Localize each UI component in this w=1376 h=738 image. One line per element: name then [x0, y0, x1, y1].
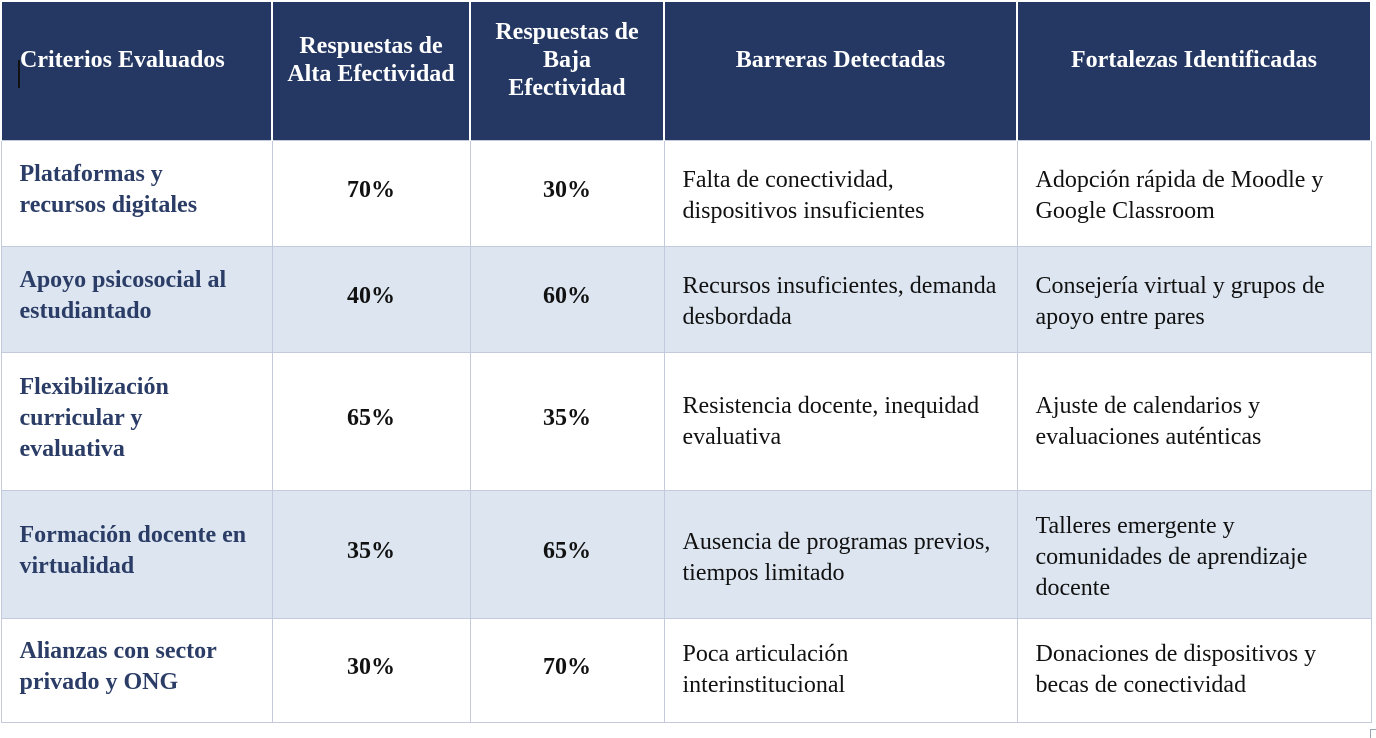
header-band-cell — [271, 118, 471, 140]
alta-cell[interactable]: 40% — [271, 245, 471, 353]
header-band-cell — [663, 118, 1018, 140]
table-header: Criterios Evaluados Respuestas de Alta E… — [0, 0, 1372, 140]
fortalezas-cell[interactable]: Talleres emergente y comunidades de apre… — [1016, 489, 1372, 619]
fortalezas-cell[interactable]: Donaciones de dispositivos y becas de co… — [1016, 617, 1372, 723]
header-barreras-label: Barreras Detectadas — [735, 47, 946, 73]
baja-cell[interactable]: 65% — [469, 489, 665, 619]
baja-cell[interactable]: 30% — [469, 139, 665, 247]
criterio-cell[interactable]: Alianzas con sector privado y ONG — [0, 617, 273, 723]
barreras-cell[interactable]: Ausencia de programas previos, tiempos l… — [663, 489, 1018, 619]
header-row: Criterios Evaluados Respuestas de Alta E… — [0, 0, 1372, 118]
alta-cell[interactable]: 70% — [271, 139, 471, 247]
table-row: Plataformas y recursos digitales 70% 30%… — [0, 139, 1372, 247]
barreras-cell[interactable]: Falta de conectividad, dispositivos insu… — [663, 139, 1018, 247]
fortalezas-cell[interactable]: Consejería virtual y grupos de apoyo ent… — [1016, 245, 1372, 353]
table-resize-handle[interactable] — [1370, 729, 1376, 738]
header-alta-label: Respuestas de Alta Efectividad — [287, 33, 455, 87]
table-row: Apoyo psicosocial al estudiantado 40% 60… — [0, 245, 1372, 353]
table-row: Formación docente en virtualidad 35% 65%… — [0, 489, 1372, 619]
table-row: Alianzas con sector privado y ONG 30% 70… — [0, 617, 1372, 723]
criterio-cell[interactable]: Formación docente en virtualidad — [0, 489, 273, 619]
criterio-cell[interactable]: Apoyo psicosocial al estudiantado — [0, 245, 273, 353]
alta-cell[interactable]: 35% — [271, 489, 471, 619]
header-alta-efectividad[interactable]: Respuestas de Alta Efectividad — [271, 0, 471, 118]
header-fortalezas[interactable]: Fortalezas Identificadas — [1016, 0, 1372, 118]
header-baja-efectividad[interactable]: Respuestas de Baja Efectividad — [469, 0, 665, 118]
baja-cell[interactable]: 60% — [469, 245, 665, 353]
alta-cell[interactable]: 65% — [271, 351, 471, 491]
header-band-cell — [1016, 118, 1372, 140]
header-criterios-label: Criterios Evaluados — [20, 47, 225, 73]
header-band-cell — [469, 118, 665, 140]
header-baja-label: Respuestas de Baja Efectividad — [495, 19, 639, 101]
evaluation-table: Criterios Evaluados Respuestas de Alta E… — [0, 0, 1372, 723]
alta-cell[interactable]: 30% — [271, 617, 471, 723]
table-row: Flexibilización curricular y evaluativa … — [0, 351, 1372, 491]
barreras-cell[interactable]: Resistencia docente, inequidad evaluativ… — [663, 351, 1018, 491]
header-band-cell — [0, 118, 273, 140]
header-barreras[interactable]: Barreras Detectadas — [663, 0, 1018, 118]
header-criterios[interactable]: Criterios Evaluados — [0, 0, 273, 118]
barreras-cell[interactable]: Recursos insuficientes, demanda desborda… — [663, 245, 1018, 353]
fortalezas-cell[interactable]: Ajuste de calendarios y evaluaciones aut… — [1016, 351, 1372, 491]
header-fortalezas-label: Fortalezas Identificadas — [1071, 47, 1317, 73]
text-cursor — [18, 60, 20, 88]
table-body: Plataformas y recursos digitales 70% 30%… — [0, 139, 1372, 723]
criterio-cell[interactable]: Plataformas y recursos digitales — [0, 139, 273, 247]
fortalezas-cell[interactable]: Adopción rápida de Moodle y Google Class… — [1016, 139, 1372, 247]
barreras-cell[interactable]: Poca articulación interinstitucional — [663, 617, 1018, 723]
baja-cell[interactable]: 35% — [469, 351, 665, 491]
header-band-row — [0, 118, 1372, 140]
baja-cell[interactable]: 70% — [469, 617, 665, 723]
criterio-cell[interactable]: Flexibilización curricular y evaluativa — [0, 351, 273, 491]
